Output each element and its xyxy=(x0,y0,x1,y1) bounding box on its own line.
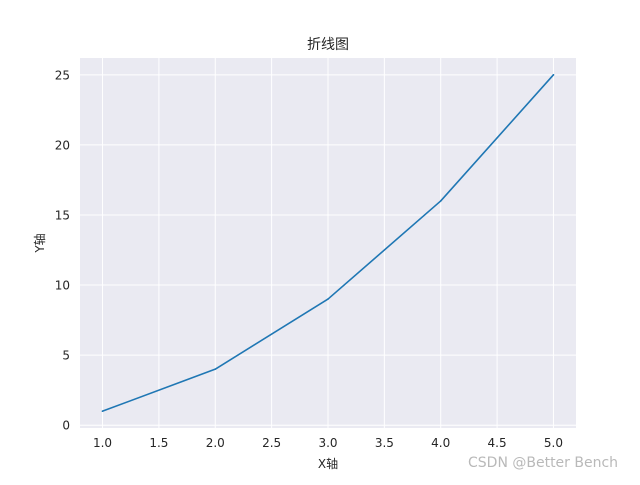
watermark-text: CSDN @Better Bench xyxy=(468,455,619,471)
x-tick-label: 3.0 xyxy=(318,436,337,450)
x-tick-label: 3.5 xyxy=(375,436,394,450)
y-tick-label: 20 xyxy=(55,138,70,152)
y-tick-label: 5 xyxy=(62,349,70,363)
y-tick-label: 25 xyxy=(55,68,70,82)
data-point xyxy=(101,410,104,412)
data-point xyxy=(327,298,329,300)
data-point xyxy=(439,200,442,202)
x-axis-label: X轴 xyxy=(318,456,338,471)
chart-title: 折线图 xyxy=(307,37,349,53)
x-tick-label: 1.5 xyxy=(149,436,168,450)
data-series xyxy=(101,74,555,412)
x-tick-label: 2.5 xyxy=(262,436,281,450)
x-tick-label: 5.0 xyxy=(544,436,563,450)
y-tick-label: 10 xyxy=(55,279,70,293)
data-point xyxy=(214,368,217,370)
y-tick-label: 15 xyxy=(55,208,70,222)
y-tick-label: 0 xyxy=(62,419,70,433)
y-axis-label: Y轴 xyxy=(32,233,47,253)
x-tick-labels: 1.0 1.5 2.0 2.5 3.0 3.5 4.0 4.5 5.0 xyxy=(93,436,563,450)
data-point xyxy=(552,74,555,76)
x-tick-label: 4.5 xyxy=(488,436,507,450)
x-tick-label: 4.0 xyxy=(431,436,450,450)
y-tick-labels: 0 5 10 15 20 25 xyxy=(55,68,70,432)
x-tick-label: 1.0 xyxy=(93,436,112,450)
grid-lines xyxy=(80,58,576,428)
x-tick-label: 2.0 xyxy=(206,436,225,450)
